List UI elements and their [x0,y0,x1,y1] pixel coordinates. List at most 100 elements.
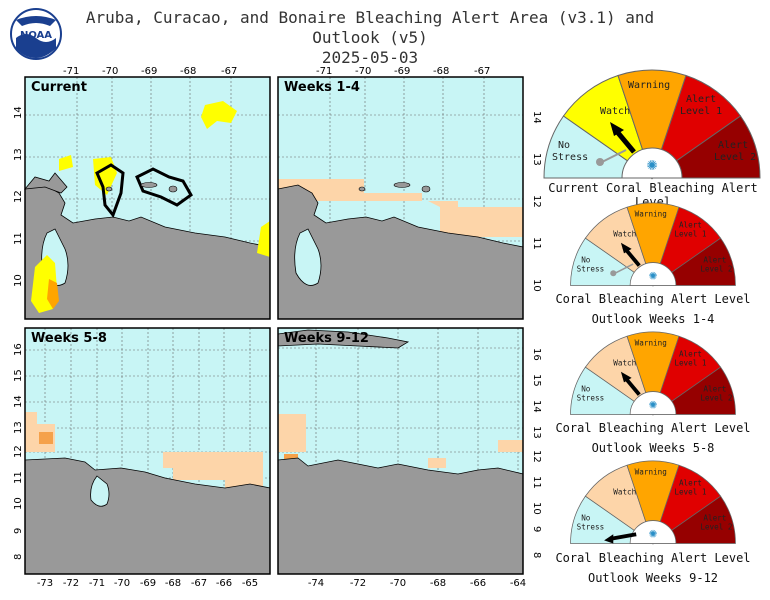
outlook-warning-area [39,432,53,444]
panel-label-weeks-5-8: Weeks 5-8 [31,331,107,346]
gauge-weeks-5-8-caption: Coral Bleaching Alert Level Outlook Week… [538,418,768,458]
label-alert1: Level 1 [674,230,707,239]
label-warning: Warning [635,210,667,219]
lon-label: -66 [470,578,486,589]
lat-label: 13 [531,153,542,166]
lat-labels-left: 14 13 12 11 10 [13,106,24,287]
label-watch: Watch [613,230,636,239]
gauge-hub [621,147,683,179]
lon-label: -69 [140,578,156,589]
label-alert1: Level 1 [680,106,722,117]
lon-label: -71 [89,578,105,589]
gauge-needle [609,532,637,541]
lat-label: 11 [13,471,24,484]
warning-area-west [47,279,59,309]
lon-label: -72 [350,578,366,589]
lon-label: -66 [216,578,232,589]
lat-label: 12 [531,195,542,208]
gauge-segments [543,69,761,180]
lat-label: 14 [13,395,24,408]
map-panel-weeks-1-4: Weeks 1-4 -71 -70 -69 -68 -67 14 13 12 1… [277,66,542,322]
gauge-caption-sub: Outlook Weeks 5-8 [591,441,715,455]
gauge-caption: Coral Bleaching Alert Level [555,292,751,306]
segment-alert2 [651,237,736,286]
lat-labels-right: 14 13 12 11 10 [531,111,542,292]
alert-area-curacao-bonaire [135,167,193,207]
noaa-logo-text: NOAA [20,30,52,41]
lake-maracaibo [90,475,110,507]
panel-label-weeks-9-12: Weeks 9-12 [284,331,369,346]
lat-label: 14 [531,400,542,413]
watch-area-east [257,221,270,257]
map-border [277,76,524,320]
land-guajira [24,172,68,194]
gauge-previous-marker [596,158,604,166]
lat-label: 10 [13,497,24,510]
label-alert1: Level 1 [674,359,707,368]
lon-label: -69 [141,66,157,77]
lat-label: 11 [13,232,24,245]
lon-label: -70 [102,66,118,77]
lat-label: 12 [13,190,24,203]
lon-label: -65 [242,578,258,589]
label-no-stress: No [558,140,570,151]
gauge-caption-sub: Outlook Weeks 1-4 [591,312,715,326]
land-mainland [277,457,524,575]
lat-label: 10 [531,502,542,515]
lat-label: 10 [13,274,24,287]
gauge-needle-tip [620,371,632,383]
top-lon-labels: -71 -70 -69 -68 -67 [316,66,490,77]
gauge-caption: Coral Bleaching Alert Level [555,421,751,435]
label-alert2: Level 2 [714,152,756,163]
gauge-previous-needle [614,263,634,274]
lon-label: -70 [390,578,406,589]
watch-area-north [201,101,237,129]
label-no-stress: No [581,514,591,523]
lat-label: 11 [531,237,542,250]
title-date: 2025-05-03 [321,48,419,67]
map-border [24,327,271,575]
lake-maracaibo [294,228,322,286]
island-bonaire [168,185,178,193]
label-no-stress: No [581,256,591,265]
lat-labels-left: 16 15 14 13 12 11 10 9 8 [13,343,24,560]
lon-label: -68 [165,578,181,589]
map-border [277,327,524,575]
island-curacao [393,182,411,188]
lon-label: -71 [316,66,332,77]
page-title: Aruba, Curacao, and Bonaire Bleaching Al… [60,8,680,68]
coral-icon: ✺ [649,396,657,412]
panel-label-weeks-1-4: Weeks 1-4 [284,80,360,95]
coral-icon: ✺ [649,267,657,283]
label-warning: Warning [635,468,667,477]
island-curacao [140,182,158,188]
label-no-stress: Stress [577,394,605,403]
watch-area-coast-w [59,155,73,171]
top-lon-labels: -71 -70 -69 -68 -67 [63,66,237,77]
label-no-stress: Stress [552,152,588,163]
label-alert1: Alert [686,94,716,105]
lon-label: -70 [114,578,130,589]
coral-icon: ✺ [647,154,658,175]
island-bonaire [421,185,431,193]
lat-label: 13 [13,421,24,434]
label-warning: Warning [628,80,670,91]
label-watch: Watch [613,359,636,368]
bottom-lon-labels: -74 -72 -70 -68 -66 -64 [308,578,526,589]
lat-label: 15 [13,369,24,382]
lon-label: -67 [474,66,490,77]
label-alert1: Alert [679,349,702,358]
lat-label: 13 [531,426,542,439]
label-alert2: Alert [703,514,726,523]
island-aruba [358,186,366,192]
lat-label: 8 [531,552,542,558]
outlook-watch-area [278,414,523,468]
coral-icon: ✺ [649,525,657,541]
label-no-stress: Stress [577,265,605,274]
alert-area-aruba [95,163,125,219]
lon-label: -72 [63,578,79,589]
label-alert2: Level 2 [700,394,732,403]
label-warning: Warning [635,339,667,348]
lat-label: 8 [13,554,24,560]
lat-label: 12 [13,445,24,458]
